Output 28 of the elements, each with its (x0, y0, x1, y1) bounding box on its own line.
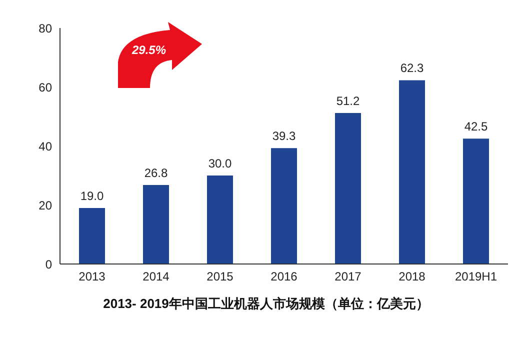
data-label: 26.8 (144, 166, 168, 180)
annotation: 29.5% (132, 43, 166, 57)
x-tick-label: 2014 (142, 270, 170, 284)
y-tick-label: 40 (38, 139, 52, 154)
bar (79, 208, 105, 264)
data-label: 30.0 (208, 156, 232, 170)
x-tick-label: 2019H1 (454, 270, 498, 284)
y-tick-label: 0 (45, 257, 52, 272)
data-label: 42.5 (464, 120, 488, 134)
bar (463, 138, 489, 264)
data-label: 39.3 (272, 129, 296, 144)
x-tick-label: 2018 (398, 270, 426, 284)
x-tick-label: 2013 (78, 270, 106, 284)
bar (271, 148, 297, 264)
data-label: 51.2 (336, 94, 360, 108)
x-tick-label: 2015 (206, 270, 234, 284)
y-tick-label: 20 (38, 198, 52, 212)
bar (143, 184, 169, 264)
y-tick-label: 80 (38, 21, 52, 36)
text: 2013- 2019年中国工业机器人市场规模（单位：亿美元） (102, 295, 430, 313)
bar (335, 112, 361, 264)
x-tick-label: 2016 (270, 270, 298, 284)
bar (399, 80, 425, 264)
y-tick-label: 60 (38, 80, 52, 94)
x-tick-label: 2017 (334, 270, 362, 284)
bar (207, 176, 233, 264)
data-label: 62.3 (400, 61, 424, 76)
data-label: 19.0 (80, 188, 104, 203)
